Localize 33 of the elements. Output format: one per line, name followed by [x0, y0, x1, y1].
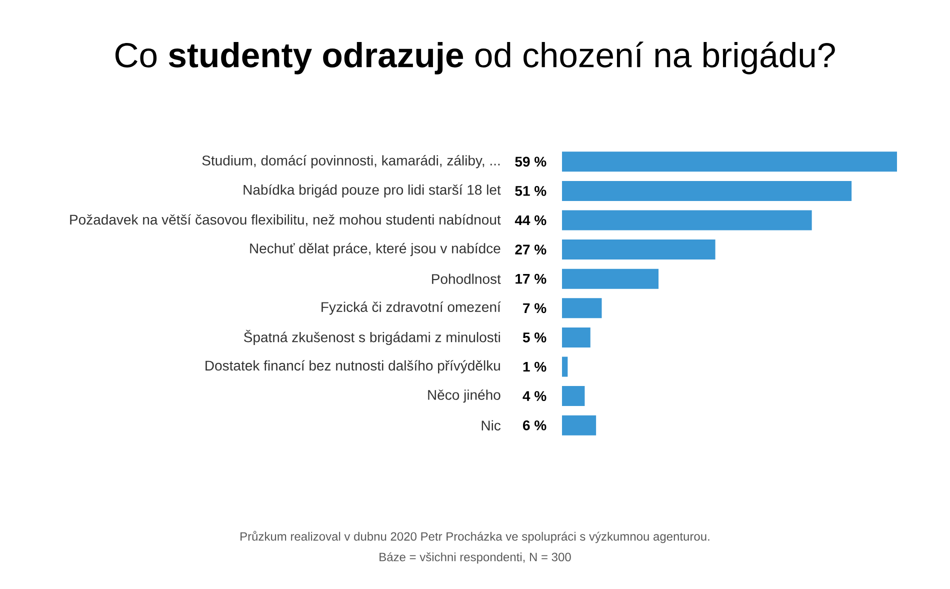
y-tick-label: Studium, domácí povinnosti, kamarádi, záliby, ...: [202, 155, 500, 168]
bar: [562, 386, 585, 406]
data-label: 4 %: [522, 391, 546, 401]
y-tick-label: Něco jiného: [428, 389, 500, 403]
y-tick-label: Špatná zkušenost s brigádami z minulosti: [244, 330, 500, 346]
data-label: 7 %: [523, 303, 546, 314]
data-label: 17 %: [516, 274, 546, 284]
data-label: 44 %: [514, 215, 546, 226]
bar: [562, 415, 596, 436]
bar: [562, 240, 716, 260]
y-tick-label: Fyzická či zdravotní omezení: [322, 302, 501, 315]
data-label: 27 %: [515, 244, 546, 254]
data-label: 59 %: [515, 156, 546, 167]
bar: [562, 180, 852, 201]
text: Průzkum realizoval v dubnu 2020 Petr Procházka ve spolupráci s výzkumnou agenturou.: [240, 530, 710, 544]
data-label: 51 %: [515, 186, 546, 196]
y-tick-label: Dostatek financí bez nutnosti dalšího přívýdělku: [206, 360, 500, 374]
bar: [562, 268, 659, 289]
data-label: 5 %: [522, 332, 546, 342]
chart-title: Co studenty odrazuje od chození na brigádu?: [115, 42, 835, 74]
bar: [562, 298, 602, 318]
y-tick-label: Nechuť dělat práce, které jsou v nabídce: [250, 242, 500, 256]
y-tick-label: Pohodlnost: [432, 274, 501, 284]
y-tick-label: Nic: [482, 420, 501, 430]
data-label: 1 %: [523, 362, 546, 372]
data-label: 6 %: [523, 420, 546, 430]
y-tick-label: Nabídka brigád pouze pro lidi starší 18 let: [244, 184, 501, 198]
bar: [562, 356, 568, 377]
bar: [562, 327, 590, 348]
y-tick-label: Požadavek na větší časovou flexibilitu, než mohou studenti nabídnout: [70, 214, 501, 226]
bar: [562, 210, 812, 230]
bar: [562, 152, 897, 172]
text: Báze = všichni respondenti, N = 300: [380, 552, 571, 564]
